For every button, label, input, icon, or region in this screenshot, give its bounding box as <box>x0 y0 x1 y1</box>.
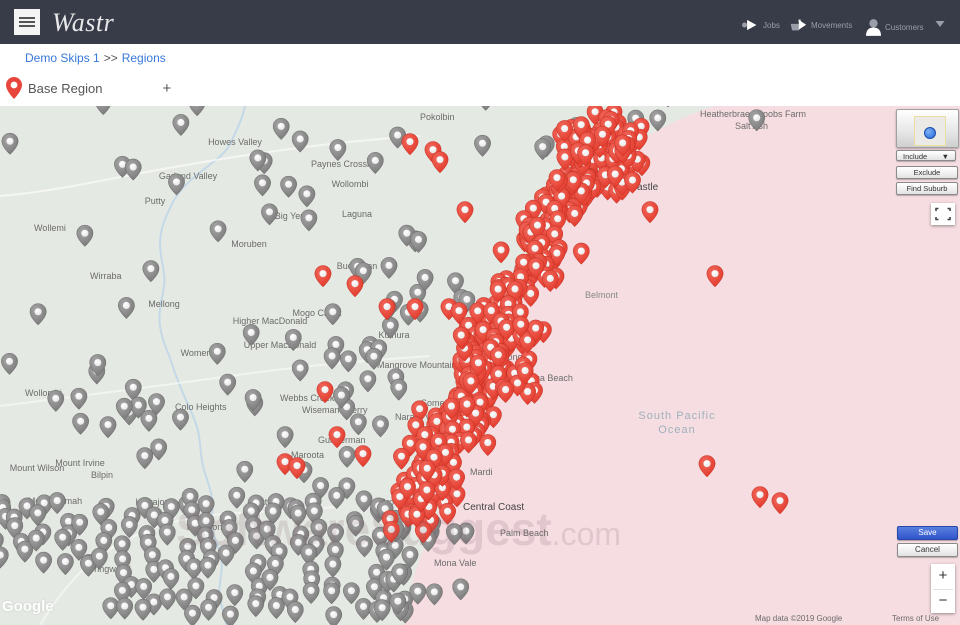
svg-text:Mount Wilson: Mount Wilson <box>10 463 65 473</box>
svg-text:Pokolbin: Pokolbin <box>420 112 455 122</box>
svg-text:Laguna: Laguna <box>342 209 372 219</box>
svg-text:Moruben: Moruben <box>231 239 267 249</box>
svg-text:Wollemi: Wollemi <box>34 223 66 233</box>
svg-text:Wollombi: Wollombi <box>332 179 369 189</box>
svg-text:Mona Vale: Mona Vale <box>434 558 476 568</box>
svg-text:Belmont: Belmont <box>585 290 619 300</box>
svg-text:Ocean: Ocean <box>658 424 695 436</box>
svg-text:Wirraba: Wirraba <box>90 271 122 281</box>
svg-text:Mellong: Mellong <box>148 299 180 309</box>
svg-text:Bilpin: Bilpin <box>91 470 113 480</box>
svg-text:Howes Valley: Howes Valley <box>208 137 262 147</box>
svg-text:Putty: Putty <box>145 196 166 206</box>
svg-text:Higher MacDonald: Higher MacDonald <box>233 316 308 326</box>
svg-text:Mardi: Mardi <box>470 467 493 477</box>
svg-text:Mangrove Mountain: Mangrove Mountain <box>377 360 457 370</box>
svg-text:Heatherbrae: Heatherbrae <box>700 109 750 119</box>
svg-text:South Pacific: South Pacific <box>638 410 715 422</box>
svg-text:Garland Valley: Garland Valley <box>159 171 218 181</box>
